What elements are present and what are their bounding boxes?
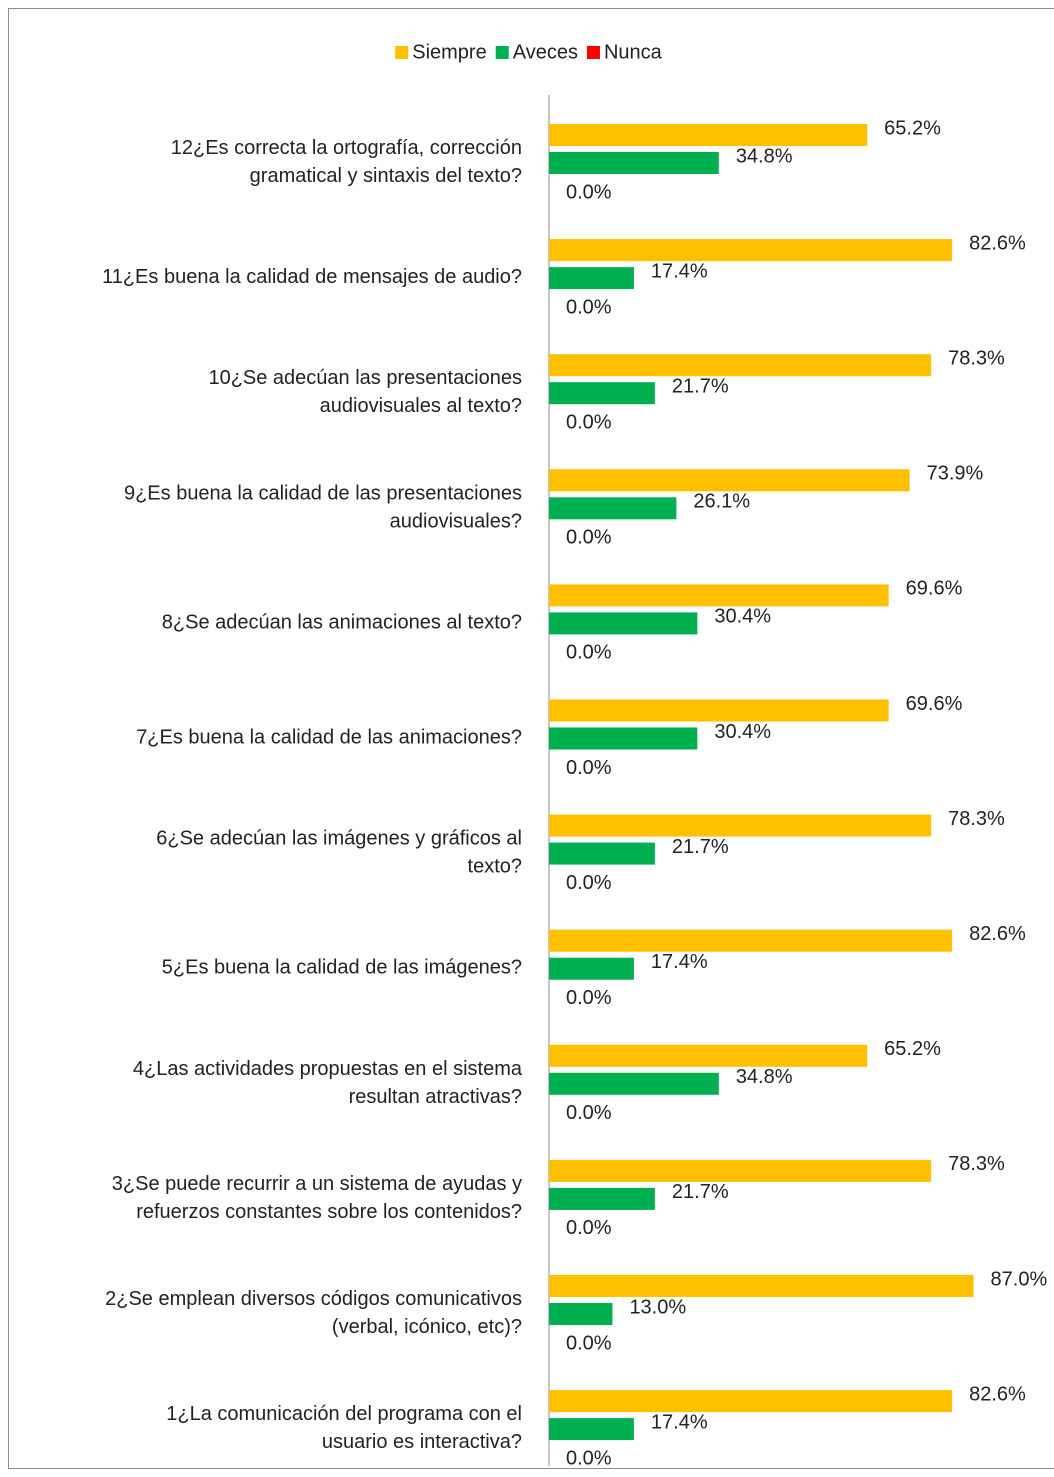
value-label: 17.4% — [651, 1411, 708, 1433]
value-label: 21.7% — [672, 1181, 729, 1203]
value-label: 0.0% — [566, 527, 612, 549]
bar — [549, 497, 677, 520]
bar — [549, 1390, 953, 1413]
category-label: 2¿Se emplean diversos códigos comunicati… — [105, 1288, 522, 1338]
bar — [549, 469, 910, 492]
bar — [549, 1418, 634, 1441]
value-label: 0.0% — [566, 642, 612, 664]
bar — [549, 267, 634, 290]
bar — [549, 1275, 974, 1297]
bar — [549, 354, 932, 377]
value-label: 17.4% — [651, 260, 708, 282]
value-label: 0.0% — [566, 1447, 612, 1469]
bar — [549, 382, 655, 405]
bar — [549, 124, 868, 146]
category-label: 1¿La comunicación del programa con el usu… — [166, 1403, 522, 1453]
bar — [549, 1187, 655, 1210]
value-label: 78.3% — [948, 1153, 1005, 1175]
value-label: 82.6% — [969, 232, 1026, 254]
value-label: 0.0% — [566, 987, 612, 1009]
bar — [549, 727, 698, 750]
legend: Siempre Aveces Nunca — [395, 41, 663, 63]
bar — [549, 239, 953, 262]
value-label: 17.4% — [651, 951, 708, 973]
value-label: 26.1% — [693, 491, 750, 513]
value-label: 30.4% — [714, 606, 771, 628]
value-label: 0.0% — [566, 1332, 612, 1354]
category-label: 6¿Se adecúan las imágenes y gráficos al t… — [156, 828, 522, 878]
value-label: 73.9% — [927, 463, 984, 485]
value-label: 0.0% — [566, 411, 612, 433]
legend-label: Siempre — [412, 41, 486, 63]
category-label: 5¿Es buena la calidad de las imágenes? — [162, 957, 522, 979]
legend-swatch — [495, 46, 509, 59]
category-label: 11¿Es buena la calidad de mensajes de au… — [102, 266, 522, 288]
bar — [549, 152, 719, 174]
bar — [549, 584, 889, 607]
value-label: 82.6% — [969, 1383, 1026, 1405]
value-label: 34.8% — [736, 1066, 793, 1088]
value-label: 69.6% — [906, 693, 963, 715]
category-label: 3¿Se puede recurrir a un sistema de ayud… — [112, 1173, 522, 1223]
value-label: 78.3% — [948, 808, 1005, 830]
value-label: 87.0% — [991, 1268, 1048, 1290]
bar — [549, 1072, 719, 1095]
value-label: 69.6% — [906, 578, 963, 600]
bar — [549, 1044, 868, 1067]
value-label: 0.0% — [566, 1217, 612, 1239]
legend-swatch — [586, 46, 600, 59]
value-label: 30.4% — [714, 721, 771, 743]
bar — [549, 957, 634, 980]
value-label: 0.0% — [566, 872, 612, 894]
value-label: 65.2% — [884, 117, 941, 139]
category-label: 8¿Se adecúan las animaciones al texto? — [162, 612, 522, 634]
value-label: 0.0% — [566, 1102, 612, 1124]
bar — [549, 612, 698, 635]
value-label: 78.3% — [948, 347, 1005, 369]
value-label: 82.6% — [969, 923, 1026, 945]
value-label: 65.2% — [884, 1038, 941, 1060]
bar — [549, 1159, 932, 1182]
value-label: 0.0% — [566, 296, 612, 318]
category-label: 9¿Es buena la calidad de las presentacio… — [124, 483, 522, 533]
bar — [549, 699, 889, 722]
bar — [549, 1303, 613, 1325]
category-label: 4¿Las actividades propuestas en el siste… — [133, 1058, 523, 1108]
value-label: 13.0% — [629, 1296, 686, 1318]
value-label: 0.0% — [566, 757, 612, 779]
legend-label: Aveces — [513, 41, 578, 63]
value-label: 21.7% — [672, 836, 729, 858]
bar — [549, 929, 953, 952]
chart-frame — [8, 8, 1054, 1469]
value-label: 0.0% — [566, 181, 612, 203]
value-label: 34.8% — [736, 145, 793, 167]
bar — [549, 842, 655, 865]
bar — [549, 814, 932, 837]
legend-label: Nunca — [604, 41, 663, 63]
legend-swatch — [395, 46, 409, 59]
category-label: 7¿Es buena la calidad de las animaciones… — [136, 727, 522, 749]
value-label: 21.7% — [672, 375, 729, 397]
category-label: 10¿Se adecúan las presentaciones audiovis… — [208, 367, 522, 417]
category-label: 12¿Es correcta la ortografía, corrección… — [171, 137, 522, 187]
